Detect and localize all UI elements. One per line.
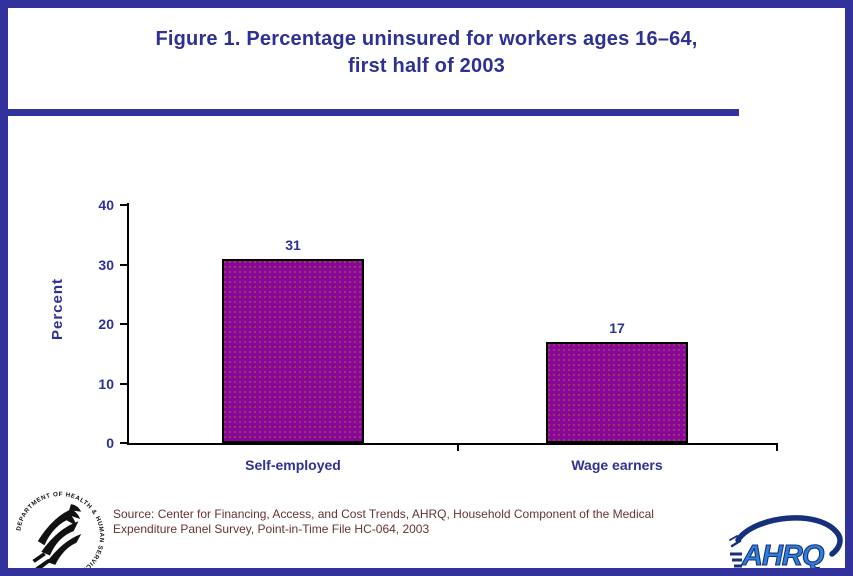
- ahrq-swoosh-icon: [729, 515, 843, 557]
- hhs-seal-background: [11, 487, 109, 568]
- hhs-eagle-icon: [32, 504, 82, 568]
- y-tick-mark-30: [120, 263, 127, 266]
- hhs-seal-logo: DEPARTMENT OF HEALTH & HUMAN SERVICES · …: [11, 487, 109, 568]
- y-tick-mark-40: [120, 204, 127, 206]
- bar-value-label-1: 17: [609, 320, 625, 336]
- bar-category-label-0: Self-employed: [245, 457, 341, 473]
- ahrq-logo-text: AHRQ: [741, 540, 825, 570]
- y-tick-mark-10: [120, 382, 127, 385]
- ahrq-speed-lines: [730, 552, 742, 568]
- bar-self-employed: [222, 259, 364, 443]
- plot-area: Percent 0 10 20 30 40 31 Self-employed 17 Wage e…: [8, 8, 845, 568]
- bar-category-label-1: Wage earners: [571, 457, 663, 473]
- y-axis-line: [127, 203, 129, 445]
- source-note-line2: Expenditure Panel Survey, Point-in-Time …: [113, 522, 430, 536]
- y-tick-label-0: 0: [106, 435, 114, 451]
- y-tick-mark-0: [120, 442, 127, 444]
- chart-title-line2: first half of 2003: [348, 55, 505, 77]
- y-axis-title: Percent: [49, 277, 66, 341]
- y-tick-label-10: 10: [98, 375, 114, 392]
- chart-title: Figure 1. Percentage uninsured for worke…: [8, 26, 845, 80]
- source-note-line1: Source: Center for Financing, Access, an…: [113, 507, 654, 521]
- x-tick-mark-0: [457, 445, 459, 451]
- bar-wage-earners: [546, 342, 688, 443]
- y-tick-label-20: 20: [98, 316, 114, 332]
- x-tick-mark-1: [776, 445, 778, 451]
- y-tick-mark-20: [120, 323, 127, 325]
- title-underline-bar: [8, 109, 739, 116]
- source-note: Source: Center for Financing, Access, an…: [113, 507, 753, 537]
- y-tick-label-40: 40: [98, 197, 114, 213]
- ahrq-logo: AHRQ: [729, 515, 843, 570]
- bar-value-label-0: 31: [285, 237, 301, 253]
- x-axis-line: [127, 443, 778, 445]
- chart-title-line1: Figure 1. Percentage uninsured for worke…: [155, 28, 698, 50]
- y-tick-label-30: 30: [98, 256, 114, 273]
